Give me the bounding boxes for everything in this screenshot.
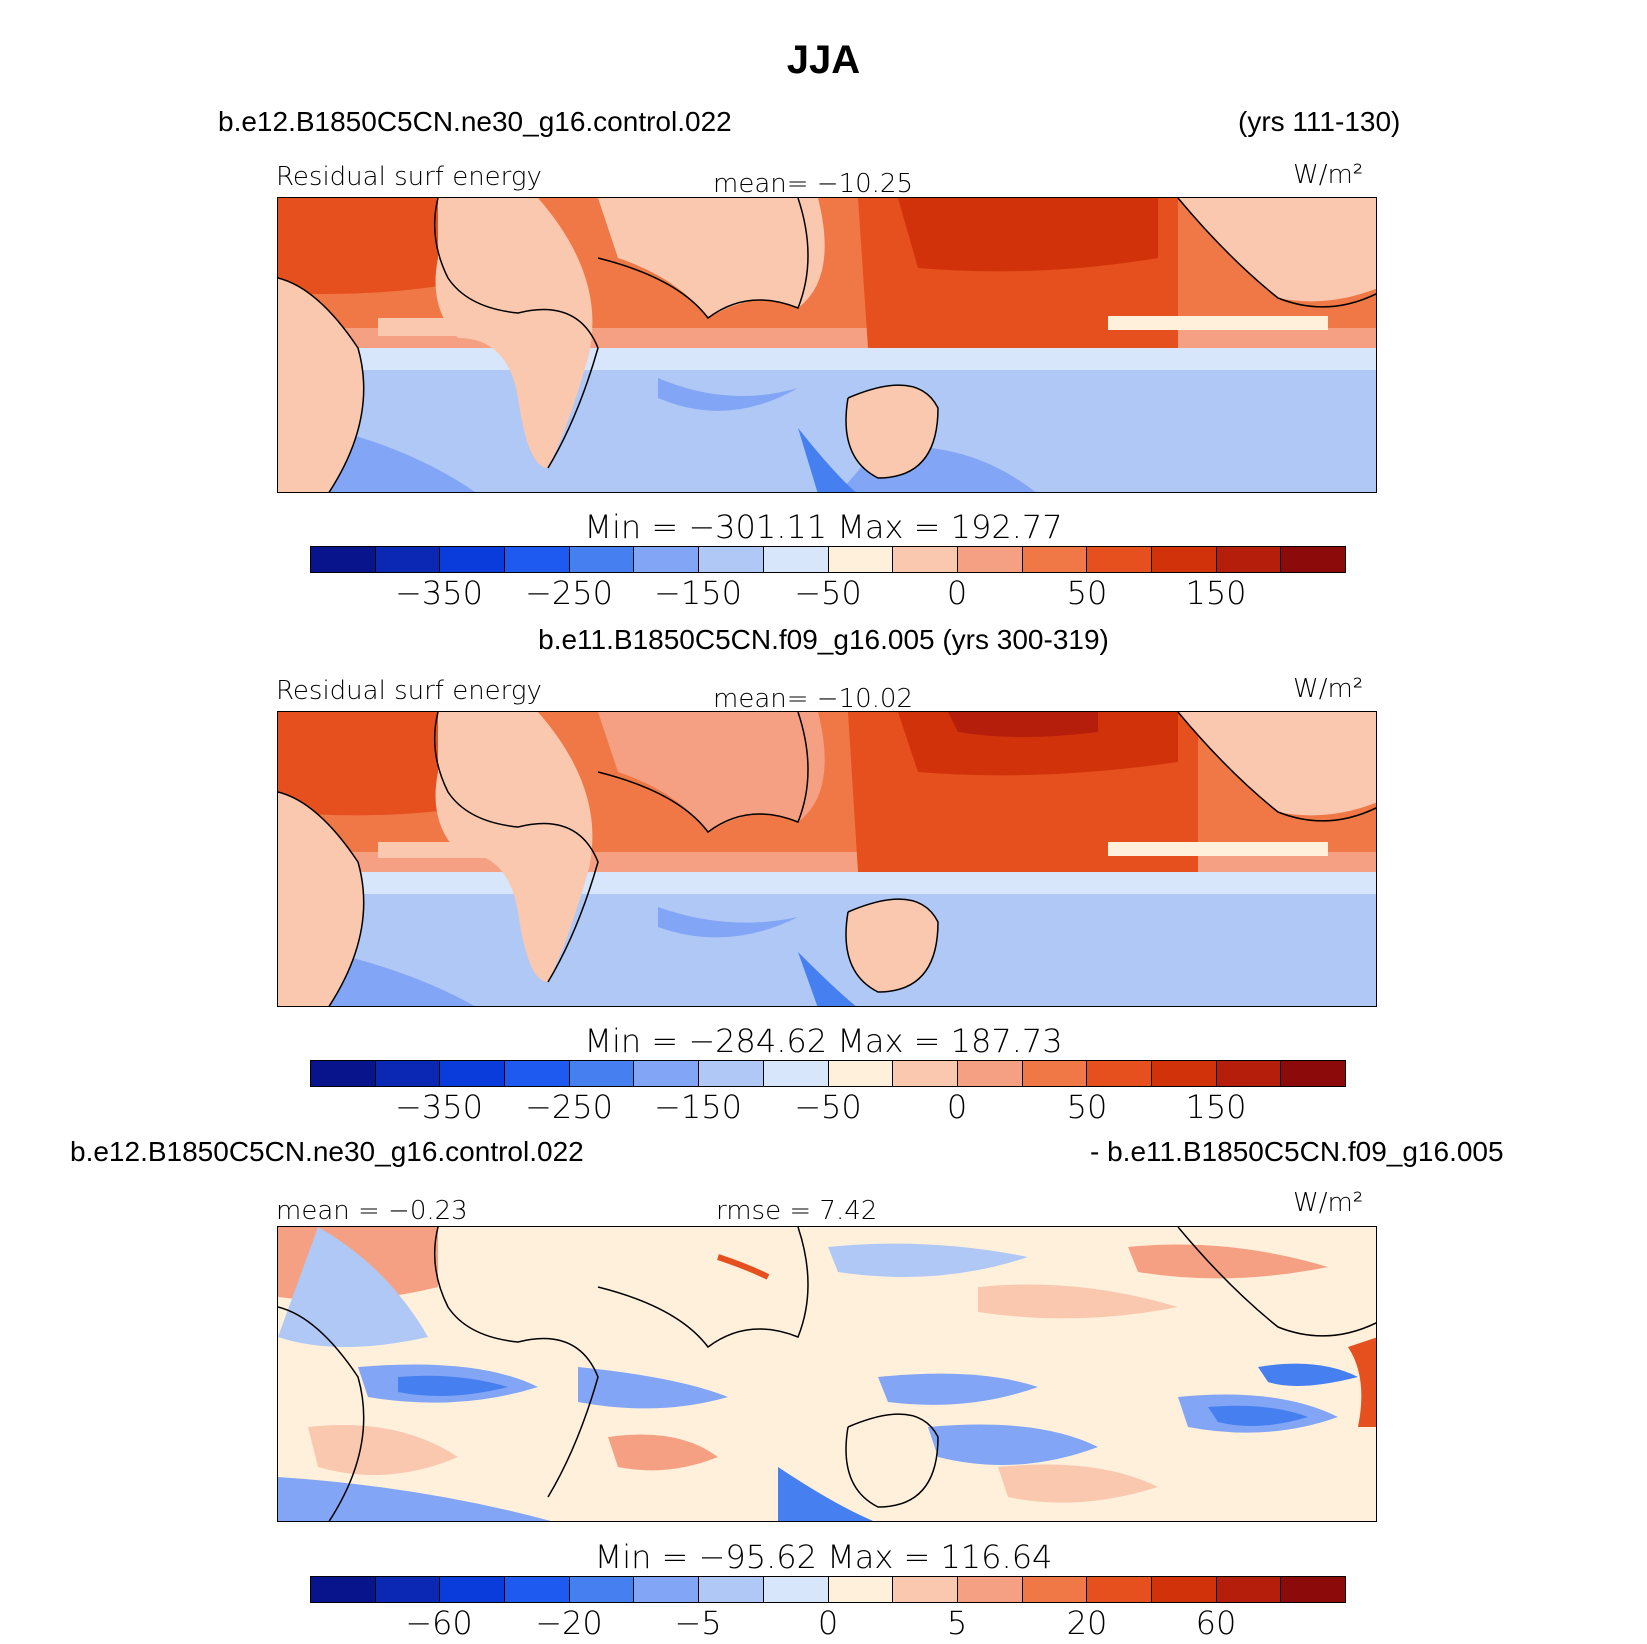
colorbar-tick-label: 0 <box>817 1604 839 1642</box>
panel2-minmax-label: Min = −284.62 Max = 187.73 <box>584 1022 1063 1060</box>
panel2-units-label: W/m² <box>1293 674 1364 704</box>
colorbar-swatch <box>957 1061 1023 1086</box>
panel3-rmse-label: rmse = 7.42 <box>716 1196 878 1226</box>
colorbar-swatch <box>569 1061 635 1086</box>
panel1-colorbar <box>310 546 1346 573</box>
colorbar-swatch <box>699 1061 764 1086</box>
colorbar-swatch <box>1151 1577 1217 1602</box>
colorbar-swatch <box>828 547 894 572</box>
colorbar-swatch <box>1151 1061 1217 1086</box>
panel2-map <box>277 711 1377 1007</box>
panel1-years-label: (yrs 111-130) <box>1238 106 1401 137</box>
colorbar-tick-label: 50 <box>1066 1088 1108 1126</box>
colorbar-tick-label: −150 <box>654 574 742 612</box>
colorbar-swatch <box>1216 1577 1282 1602</box>
panel2-mean-label: mean= −10.02 <box>713 684 914 714</box>
panel2-variable-label: Residual surf energy <box>276 676 542 706</box>
panel1-case-label: b.e12.B1850C5CN.ne30_g16.control.022 <box>218 106 732 137</box>
colorbar-tick-label: 0 <box>946 574 968 612</box>
colorbar-swatch <box>1022 1577 1088 1602</box>
colorbar-swatch <box>1022 1061 1088 1086</box>
panel2-case-label: b.e11.B1850C5CN.f09_g16.005 (yrs 300-319… <box>538 624 1109 655</box>
colorbar-swatch <box>957 547 1023 572</box>
colorbar-swatch <box>634 547 700 572</box>
colorbar-swatch <box>440 1061 506 1086</box>
colorbar-tick-label: −5 <box>674 1604 722 1642</box>
colorbar-swatch <box>1216 547 1282 572</box>
colorbar-swatch <box>311 547 376 572</box>
colorbar-tick-label: −350 <box>395 1088 483 1126</box>
colorbar-swatch <box>699 547 764 572</box>
colorbar-swatch <box>634 1061 700 1086</box>
colorbar-tick-label: 20 <box>1066 1604 1108 1642</box>
panel1-map-field <box>278 198 1376 492</box>
colorbar-tick-label: −150 <box>654 1088 742 1126</box>
colorbar-swatch <box>1281 547 1345 572</box>
colorbar-tick-label: −20 <box>535 1604 603 1642</box>
colorbar-swatch <box>828 1061 894 1086</box>
colorbar-swatch <box>505 1061 570 1086</box>
colorbar-swatch <box>569 547 635 572</box>
colorbar-swatch <box>1022 547 1088 572</box>
colorbar-swatch <box>763 1061 829 1086</box>
panel3-mean-label: mean = −0.23 <box>276 1196 468 1226</box>
colorbar-swatch <box>893 1061 958 1086</box>
panel3-colorbar <box>310 1576 1346 1603</box>
colorbar-tick-label: 0 <box>946 1088 968 1126</box>
colorbar-swatch <box>440 547 506 572</box>
colorbar-tick-label: 50 <box>1066 574 1108 612</box>
panel1-units-label: W/m² <box>1293 160 1364 190</box>
colorbar-swatch <box>375 1061 441 1086</box>
colorbar-swatch <box>828 1577 894 1602</box>
colorbar-swatch <box>505 1577 570 1602</box>
colorbar-tick-label: −250 <box>525 1088 613 1126</box>
panel3-case-subtract-label: - b.e11.B1850C5CN.f09_g16.005 <box>1090 1136 1504 1167</box>
panel3-map-field <box>278 1227 1376 1521</box>
colorbar-tick-label: −50 <box>794 574 862 612</box>
colorbar-swatch <box>1087 1061 1152 1086</box>
colorbar-swatch <box>1151 547 1217 572</box>
colorbar-swatch <box>763 547 829 572</box>
colorbar-swatch <box>1281 1577 1345 1602</box>
colorbar-swatch <box>311 1061 376 1086</box>
colorbar-tick-label: −50 <box>794 1088 862 1126</box>
panel1-map <box>277 197 1377 493</box>
colorbar-swatch <box>699 1577 764 1602</box>
panel3-minmax-label: Min = −95.62 Max = 116.64 <box>594 1538 1053 1576</box>
panel3-case-label: b.e12.B1850C5CN.ne30_g16.control.022 <box>70 1136 584 1167</box>
colorbar-swatch <box>505 547 570 572</box>
colorbar-swatch <box>375 1577 441 1602</box>
colorbar-swatch <box>957 1577 1023 1602</box>
panel1-minmax-label: Min = −301.11 Max = 192.77 <box>584 508 1063 546</box>
panel1-mean-label: mean= −10.25 <box>713 169 914 199</box>
colorbar-tick-label: 60 <box>1195 1604 1237 1642</box>
colorbar-swatch <box>893 547 958 572</box>
colorbar-swatch <box>763 1577 829 1602</box>
colorbar-swatch <box>1087 547 1152 572</box>
colorbar-swatch <box>893 1577 958 1602</box>
colorbar-swatch <box>375 547 441 572</box>
colorbar-tick-label: −250 <box>525 574 613 612</box>
colorbar-tick-label: 150 <box>1185 574 1247 612</box>
colorbar-swatch <box>1087 1577 1152 1602</box>
panel2-colorbar-ticks: −350 −250 −150 −50 0 50 150 <box>310 1088 1346 1128</box>
colorbar-swatch <box>1216 1061 1282 1086</box>
panel2-map-field <box>278 712 1376 1006</box>
panel3-map <box>277 1226 1377 1522</box>
colorbar-swatch <box>569 1577 635 1602</box>
figure-title: JJA <box>786 38 861 82</box>
colorbar-swatch <box>1281 1061 1345 1086</box>
colorbar-swatch <box>440 1577 506 1602</box>
panel1-variable-label: Residual surf energy <box>276 162 542 192</box>
colorbar-tick-label: −60 <box>405 1604 473 1642</box>
panel2-colorbar <box>310 1060 1346 1087</box>
colorbar-tick-label: −350 <box>395 574 483 612</box>
panel3-units-label: W/m² <box>1293 1188 1364 1218</box>
colorbar-swatch <box>634 1577 700 1602</box>
colorbar-swatch <box>311 1577 376 1602</box>
colorbar-tick-label: 5 <box>946 1604 968 1642</box>
panel1-colorbar-ticks: −350 −250 −150 −50 0 50 150 <box>310 574 1346 614</box>
panel3-colorbar-ticks: −60 −20 −5 0 5 20 60 <box>310 1604 1346 1644</box>
colorbar-tick-label: 150 <box>1185 1088 1247 1126</box>
